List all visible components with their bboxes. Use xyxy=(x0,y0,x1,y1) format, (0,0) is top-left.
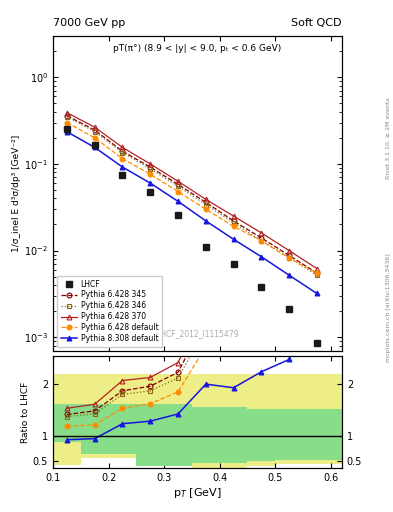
Y-axis label: 1/σ_inel E d³σ/dp³ [GeV⁻²]: 1/σ_inel E d³σ/dp³ [GeV⁻²] xyxy=(13,135,22,252)
Text: 7000 GeV pp: 7000 GeV pp xyxy=(53,18,125,28)
Text: mcplots.cern.ch [arXiv:1306.3436]: mcplots.cern.ch [arXiv:1306.3436] xyxy=(386,253,391,361)
Text: pT(π°) (8.9 < |y| < 9.0, pₜ < 0.6 GeV): pT(π°) (8.9 < |y| < 9.0, pₜ < 0.6 GeV) xyxy=(113,44,282,53)
Y-axis label: Ratio to LHCF: Ratio to LHCF xyxy=(21,381,30,443)
Text: Soft QCD: Soft QCD xyxy=(292,18,342,28)
Text: LHCF_2012_I1115479: LHCF_2012_I1115479 xyxy=(156,329,239,338)
Text: Rivet 3.1.10, ≥ 2M events: Rivet 3.1.10, ≥ 2M events xyxy=(386,97,391,179)
X-axis label: p$_T$ [GeV]: p$_T$ [GeV] xyxy=(173,486,222,500)
Legend: LHCF, Pythia 6.428 345, Pythia 6.428 346, Pythia 6.428 370, Pythia 6.428 default: LHCF, Pythia 6.428 345, Pythia 6.428 346… xyxy=(57,276,162,347)
